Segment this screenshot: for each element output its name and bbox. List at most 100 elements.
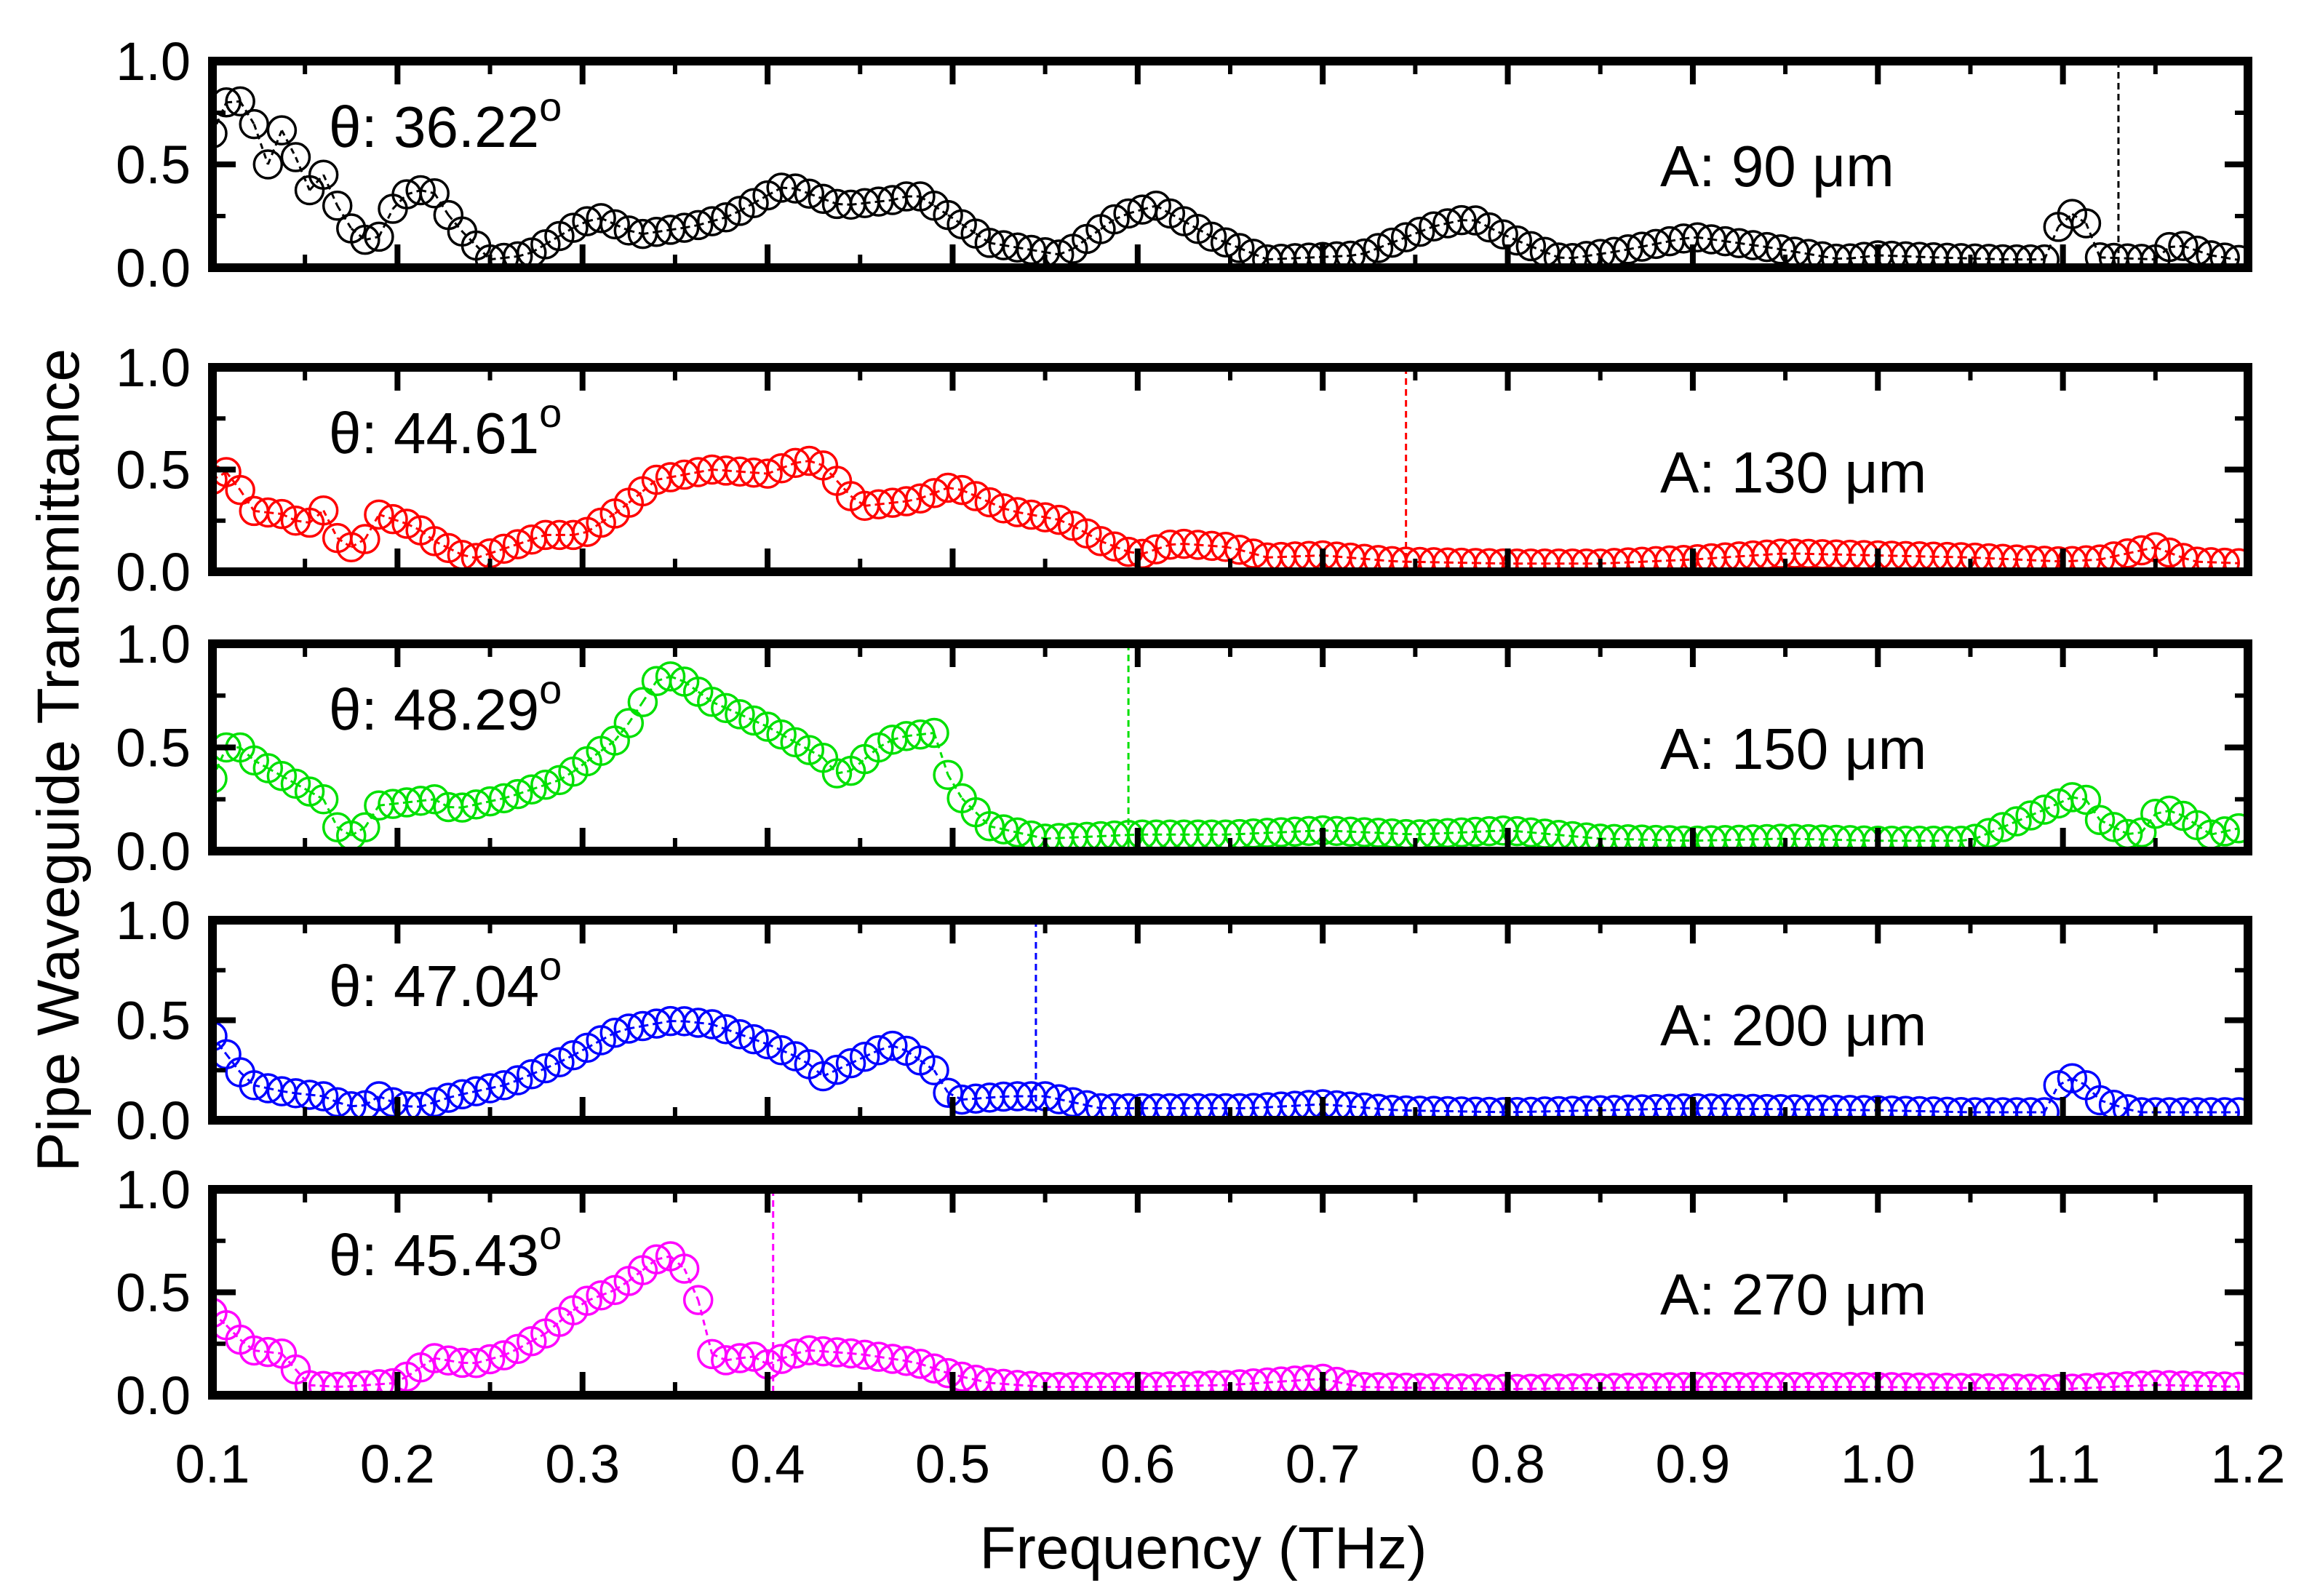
connector xyxy=(517,788,533,796)
data-point xyxy=(2223,244,2248,268)
connector xyxy=(1100,540,1115,548)
y-tick-label: 0.5 xyxy=(116,718,191,778)
connector xyxy=(961,1376,976,1381)
data-point xyxy=(863,732,894,763)
connector xyxy=(1974,831,1990,840)
data-point xyxy=(378,1368,408,1395)
connector xyxy=(947,486,962,492)
data-point xyxy=(378,503,408,535)
y-tick-label: 0.0 xyxy=(116,1365,191,1426)
connector xyxy=(892,1357,907,1362)
data-point xyxy=(461,1348,492,1378)
connector xyxy=(906,733,921,738)
data-point xyxy=(725,196,755,226)
connector xyxy=(1461,830,1476,834)
connector xyxy=(268,1351,282,1355)
connector xyxy=(586,1294,602,1302)
connector xyxy=(1433,222,1448,228)
connector xyxy=(1253,552,1268,559)
connector xyxy=(1045,516,1059,522)
x-tick-label: 1.2 xyxy=(2211,1434,2286,1494)
connector xyxy=(2072,1386,2086,1390)
connector xyxy=(1378,559,1392,562)
connector xyxy=(434,1357,449,1362)
data-point xyxy=(919,1055,949,1085)
connector xyxy=(392,801,407,805)
connector xyxy=(2141,1384,2156,1387)
data-point xyxy=(988,493,1019,524)
data-point xyxy=(1945,826,1977,851)
data-point xyxy=(1043,1084,1075,1114)
connector xyxy=(1447,831,1462,834)
connector xyxy=(822,197,838,205)
connector xyxy=(614,1027,629,1034)
connector xyxy=(739,470,754,474)
connector xyxy=(656,476,671,482)
connector xyxy=(434,1096,449,1104)
connector xyxy=(684,223,698,229)
connector xyxy=(392,518,407,525)
connector xyxy=(1392,1109,1406,1112)
y-tick-label: 1.0 xyxy=(116,1160,191,1220)
data-point xyxy=(572,1032,602,1064)
connector xyxy=(2210,254,2225,259)
y-tick-label: 1.0 xyxy=(116,890,191,951)
connector xyxy=(1419,225,1435,234)
connector xyxy=(462,803,477,809)
connector xyxy=(850,202,865,206)
data-point xyxy=(988,814,1019,845)
connector xyxy=(2183,556,2198,563)
data-point xyxy=(780,727,810,758)
connector xyxy=(1392,559,1406,563)
connector xyxy=(2196,250,2212,257)
connector xyxy=(281,129,297,158)
data-point xyxy=(212,763,228,794)
connector xyxy=(2113,1104,2129,1111)
series-A-90 xyxy=(212,86,2248,268)
connector xyxy=(517,538,533,546)
connector xyxy=(1377,242,1393,250)
connector xyxy=(1017,1384,1032,1387)
data-point xyxy=(891,486,922,516)
data-point xyxy=(725,1019,755,1050)
connector xyxy=(1059,247,1074,256)
data-point xyxy=(2223,1097,2248,1120)
connector xyxy=(503,543,519,550)
y-tick-label: 1.0 xyxy=(116,614,191,674)
connector xyxy=(2155,546,2170,554)
data-point xyxy=(946,474,977,506)
data-point xyxy=(905,483,936,514)
data-point xyxy=(1099,204,1130,235)
connector xyxy=(822,757,838,775)
connector xyxy=(892,735,907,741)
connector xyxy=(475,244,491,260)
connector xyxy=(1600,250,1615,255)
connector xyxy=(1170,543,1184,546)
data-point xyxy=(1168,206,1200,236)
connector xyxy=(1031,834,1045,840)
y-tick-label: 0.5 xyxy=(116,440,191,500)
data-point xyxy=(919,1353,949,1384)
connector xyxy=(933,733,949,775)
connector xyxy=(1280,555,1296,559)
connector xyxy=(1794,250,1809,255)
data-point xyxy=(821,1054,853,1085)
connector xyxy=(684,1020,698,1024)
data-point xyxy=(266,498,298,530)
data-point xyxy=(517,1059,547,1090)
connector xyxy=(476,1087,490,1093)
data-point xyxy=(558,1040,589,1071)
connector xyxy=(1059,1098,1074,1104)
data-point xyxy=(697,1009,728,1040)
data-point xyxy=(266,115,298,145)
connector xyxy=(933,487,949,495)
connector xyxy=(1003,828,1018,834)
connector xyxy=(490,797,504,803)
connector xyxy=(2140,813,2157,834)
connector xyxy=(2154,246,2170,260)
connector xyxy=(2225,562,2239,564)
connector xyxy=(1267,1380,1282,1384)
connector xyxy=(281,1352,297,1370)
connector xyxy=(850,758,866,772)
data-point xyxy=(974,811,1005,842)
